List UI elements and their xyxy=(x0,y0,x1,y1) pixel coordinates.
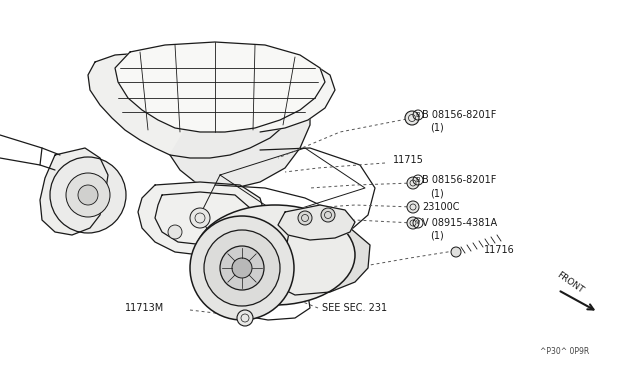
Circle shape xyxy=(407,201,419,213)
Circle shape xyxy=(407,217,419,229)
Polygon shape xyxy=(280,218,370,295)
Text: ^P30^ 0P9R: ^P30^ 0P9R xyxy=(540,347,589,356)
Text: B 08156-8201F: B 08156-8201F xyxy=(422,110,497,120)
Circle shape xyxy=(66,173,110,217)
Polygon shape xyxy=(170,62,310,188)
Text: V: V xyxy=(416,221,420,225)
Text: (1): (1) xyxy=(430,188,444,198)
Polygon shape xyxy=(115,42,325,132)
Circle shape xyxy=(50,157,126,233)
Polygon shape xyxy=(278,205,355,240)
Circle shape xyxy=(204,230,280,306)
Polygon shape xyxy=(225,55,335,132)
Circle shape xyxy=(168,225,182,239)
Circle shape xyxy=(407,177,419,189)
Text: SEE SEC. 231: SEE SEC. 231 xyxy=(322,303,387,313)
Circle shape xyxy=(220,246,264,290)
Polygon shape xyxy=(40,148,108,235)
Circle shape xyxy=(190,208,210,228)
Text: (1): (1) xyxy=(430,231,444,241)
Polygon shape xyxy=(138,182,265,255)
Circle shape xyxy=(405,111,419,125)
Text: B: B xyxy=(415,112,420,118)
Text: B: B xyxy=(415,177,420,183)
Text: 11713M: 11713M xyxy=(125,303,164,313)
Circle shape xyxy=(321,208,335,222)
Circle shape xyxy=(451,247,461,257)
Text: B 08156-8201F: B 08156-8201F xyxy=(422,175,497,185)
Circle shape xyxy=(221,225,235,239)
Ellipse shape xyxy=(195,205,355,305)
Text: 11715: 11715 xyxy=(393,155,424,165)
Text: 11716: 11716 xyxy=(484,245,515,255)
Text: (1): (1) xyxy=(430,123,444,133)
Circle shape xyxy=(190,216,294,320)
Circle shape xyxy=(78,185,98,205)
Circle shape xyxy=(232,258,252,278)
Text: 23100C: 23100C xyxy=(422,202,460,212)
Polygon shape xyxy=(88,52,305,158)
Text: FRONT: FRONT xyxy=(555,270,585,295)
Text: V 08915-4381A: V 08915-4381A xyxy=(422,218,497,228)
Circle shape xyxy=(298,211,312,225)
Circle shape xyxy=(237,310,253,326)
